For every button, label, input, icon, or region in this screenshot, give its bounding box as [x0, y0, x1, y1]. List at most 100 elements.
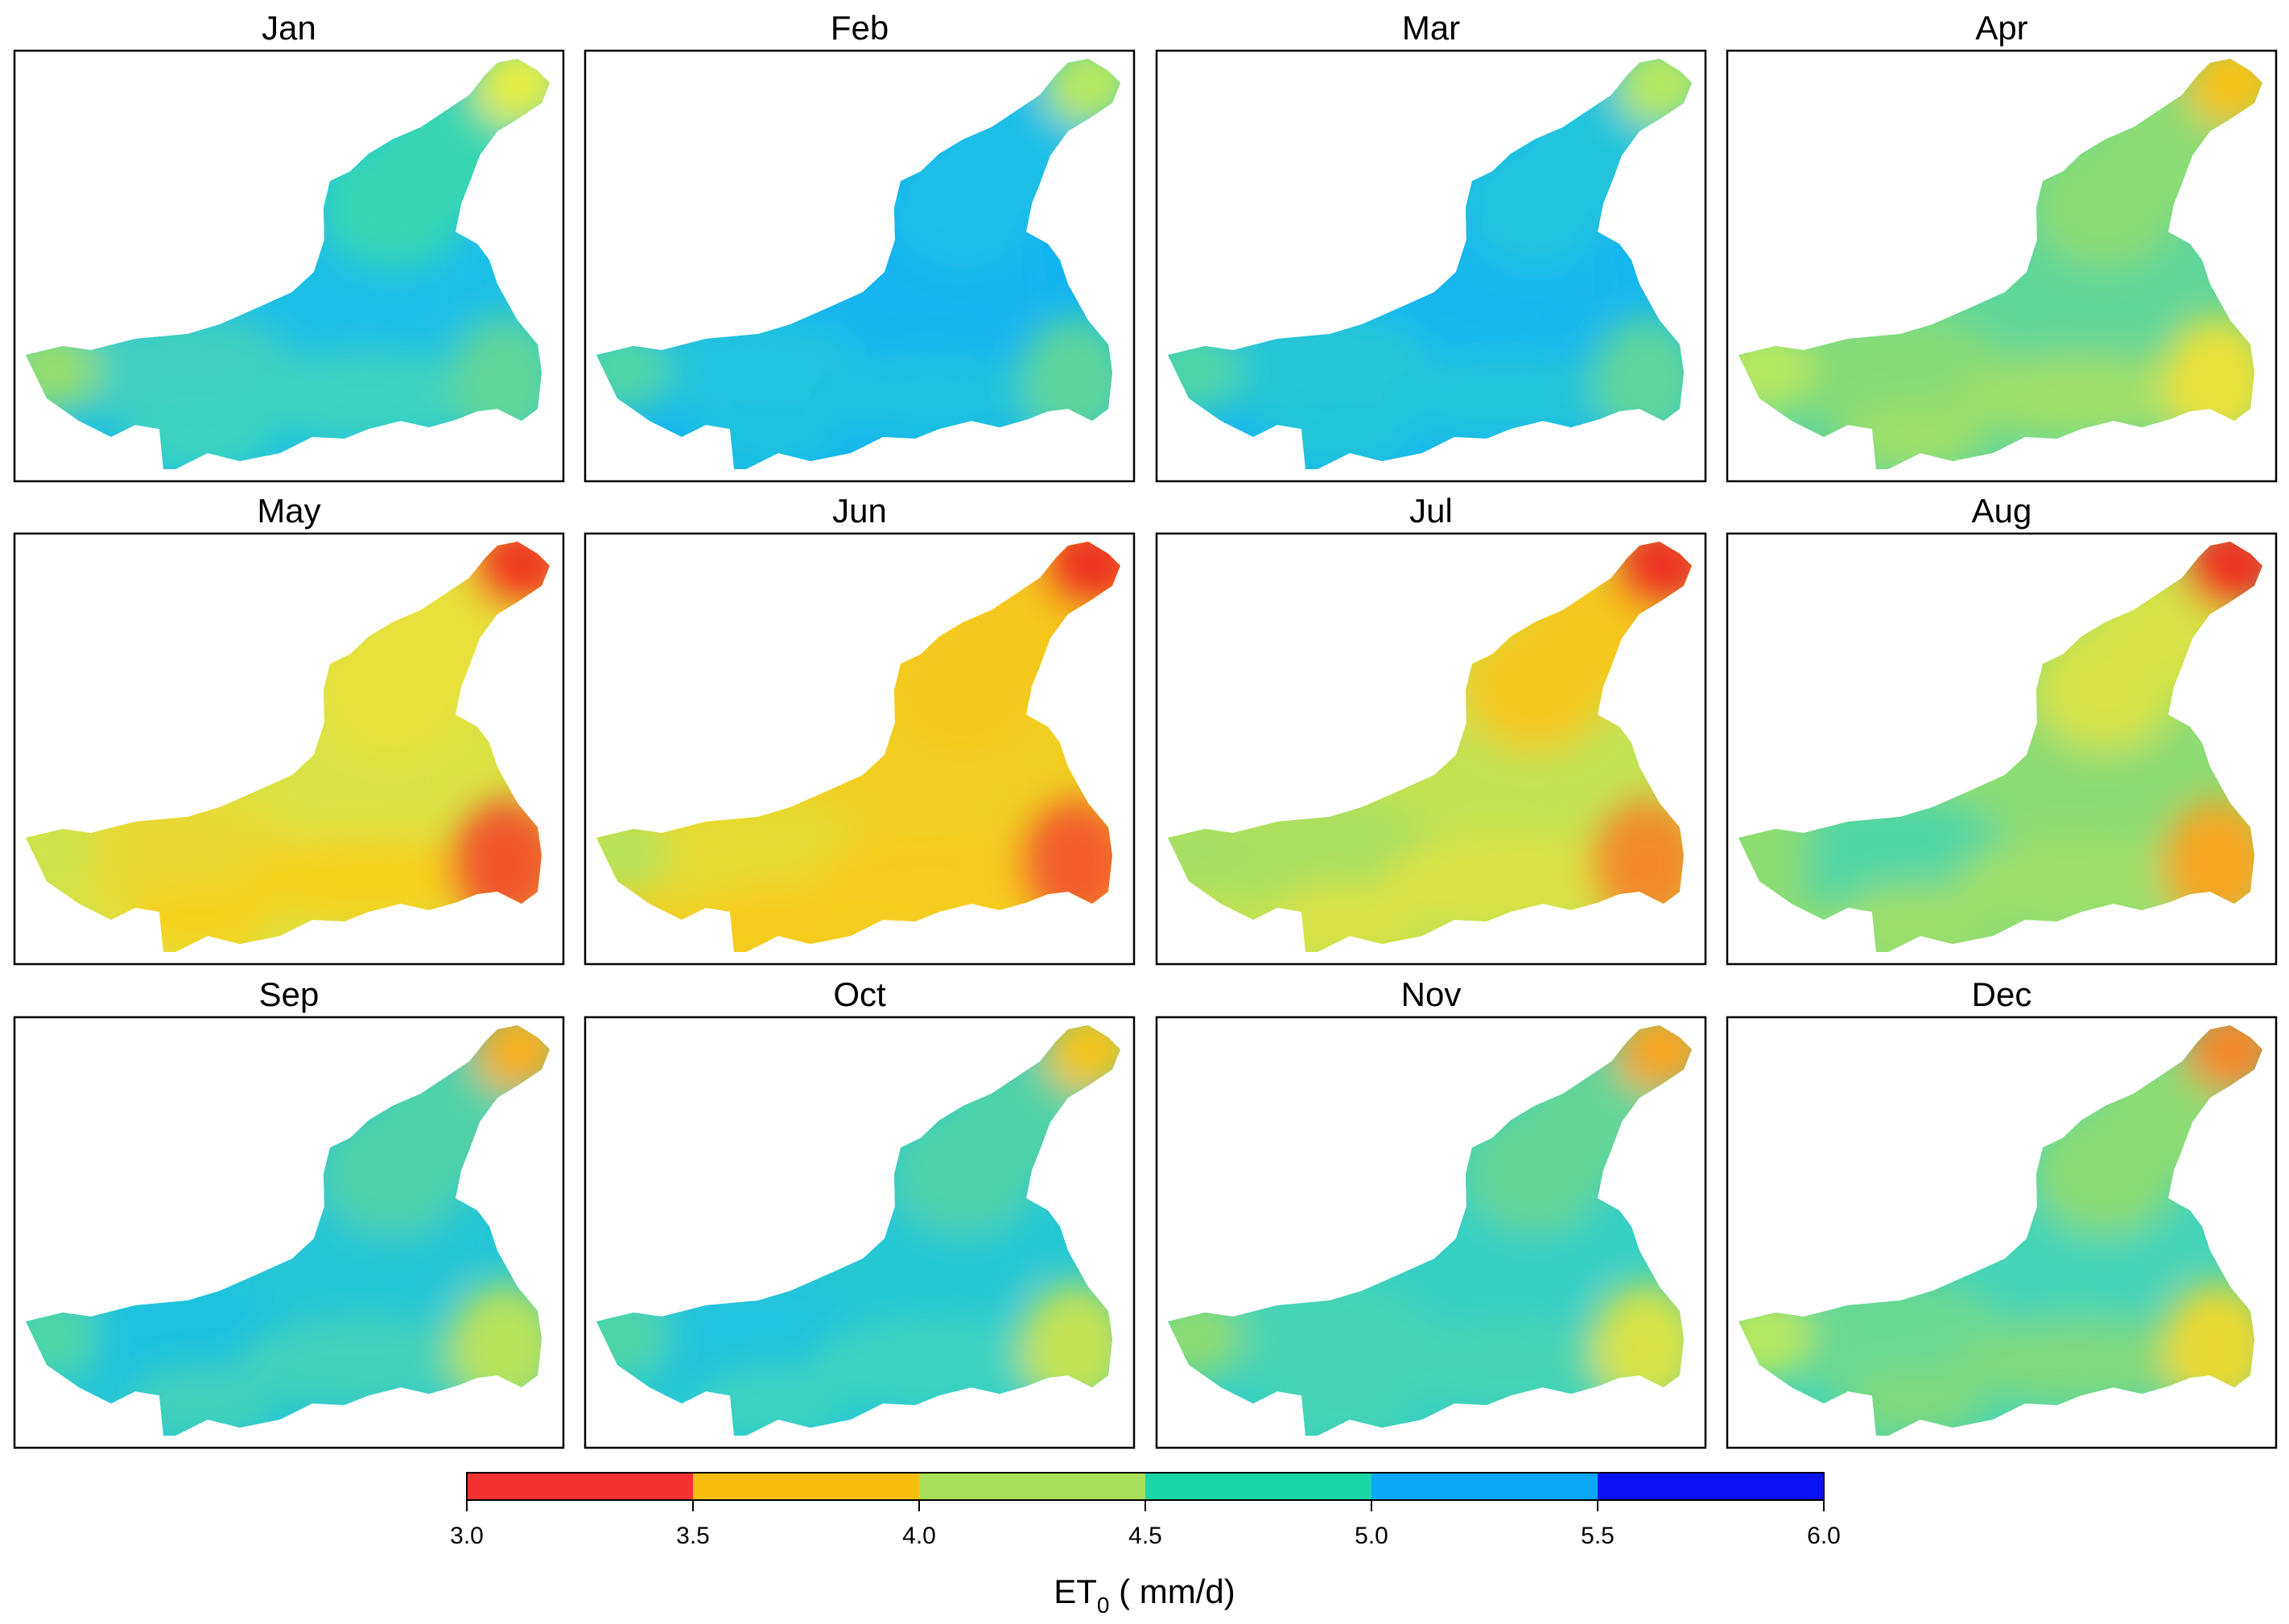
- region-se-lobe-jan: [449, 316, 550, 445]
- region-south-aug: [1953, 835, 2210, 924]
- region-west-arm-oct: [641, 1279, 867, 1399]
- region-south-mar: [1382, 352, 1639, 441]
- region-upper-arm-mar-1: [1462, 139, 1607, 268]
- region-ne-tip-aug: [2184, 542, 2262, 610]
- region-ne-tip-jun: [1042, 542, 1120, 610]
- basin-map-may: [26, 542, 550, 952]
- legend-title-subscript: 0: [1097, 1593, 1110, 1618]
- basin-map-jun: [596, 542, 1120, 952]
- region-west-arm-nov: [1213, 1279, 1438, 1399]
- region-west-tip-jul: [1168, 807, 1241, 896]
- legend-bins: [466, 1472, 1825, 1501]
- region-ne-tip-oct: [1042, 1025, 1120, 1094]
- region-west-tip-nov: [1168, 1291, 1241, 1379]
- region-se-lobe-aug: [2162, 799, 2262, 928]
- legend-tick-label-4.0: 4.0: [902, 1523, 936, 1549]
- region-west-arm-jul: [1213, 795, 1438, 916]
- map-panel-aug: Aug: [1726, 492, 2278, 966]
- panel-frame-oct: [584, 1016, 1136, 1449]
- region-ne-tip-dec: [2184, 1025, 2262, 1094]
- region-south-jul: [1382, 835, 1639, 924]
- panel-title-jul: Jul: [1409, 492, 1453, 530]
- region-upper-arm-jun-1: [891, 622, 1036, 751]
- region-south-dec: [1953, 1319, 2210, 1408]
- region-south-nov-1: [1269, 1367, 1414, 1436]
- region-south-nov: [1382, 1319, 1639, 1408]
- panel-title-may: May: [257, 492, 320, 530]
- map-panel-oct: Oct: [584, 975, 1136, 1449]
- legend-tick-label-6.0: 6.0: [1807, 1523, 1841, 1549]
- region-upper-arm-sep-1: [320, 1106, 465, 1234]
- basin-map-jul: [1168, 542, 1692, 952]
- region-west-tip-apr: [1738, 324, 1812, 413]
- legend-bin-3.0-3.5: [467, 1473, 693, 1500]
- panel-frame-aug: [1726, 532, 2278, 966]
- region-upper-arm-nov-1: [1462, 1106, 1607, 1234]
- map-panel-sep: Sep: [13, 975, 565, 1449]
- region-south-mar-1: [1269, 401, 1414, 469]
- region-se-lobe-nov: [1591, 1283, 1692, 1412]
- legend-title-main: ET: [1054, 1572, 1097, 1610]
- region-ne-tip-sep: [472, 1025, 550, 1094]
- region-west-arm-dec: [1784, 1279, 2009, 1399]
- region-south-jun: [810, 835, 1068, 924]
- panel-title-oct: Oct: [833, 975, 886, 1013]
- region-ne-tip-may: [472, 542, 550, 610]
- region-south-apr-1: [1840, 401, 1985, 469]
- region-south-jan-1: [127, 401, 272, 469]
- basin-map-sep: [26, 1025, 550, 1436]
- region-south-oct: [810, 1319, 1068, 1408]
- region-south-aug-1: [1840, 884, 1985, 952]
- region-south-dec-1: [1840, 1367, 1985, 1436]
- region-west-arm-mar: [1213, 312, 1438, 433]
- region-south-sep: [240, 1319, 497, 1408]
- region-west-arm-sep: [71, 1279, 296, 1399]
- region-west-tip-feb: [596, 324, 670, 413]
- panel-frame-feb: [584, 49, 1136, 483]
- region-west-arm-jan: [71, 312, 296, 433]
- map-panel-apr: Apr: [1726, 9, 2278, 483]
- region-se-lobe-dec: [2162, 1283, 2262, 1412]
- legend-title-unit: ( mm/d): [1109, 1572, 1235, 1610]
- map-panel-feb: Feb: [584, 9, 1136, 483]
- map-panel-may: May: [13, 492, 565, 966]
- panel-title-feb: Feb: [831, 9, 889, 47]
- basin-map-aug: [1738, 542, 2262, 952]
- region-west-arm-may: [71, 795, 296, 916]
- legend-bin-4.0-4.5: [919, 1473, 1145, 1500]
- region-south-apr: [1953, 352, 2210, 441]
- region-west-arm-apr: [1784, 312, 2009, 433]
- panel-frame-apr: [1726, 49, 2278, 483]
- region-west-arm-jun: [641, 795, 867, 916]
- region-upper-arm-aug-1: [2033, 622, 2178, 751]
- region-se-lobe-jun: [1020, 799, 1120, 928]
- legend-tick-label-3.5: 3.5: [676, 1523, 710, 1549]
- panel-title-nov: Nov: [1401, 975, 1462, 1013]
- region-upper-arm-dec-1: [2033, 1106, 2178, 1234]
- legend-bin-5.5-6.0: [1598, 1473, 1824, 1500]
- region-se-lobe-oct: [1020, 1283, 1120, 1412]
- basin-map-jan: [26, 59, 550, 469]
- region-south-jun-1: [698, 884, 843, 952]
- region-se-lobe-feb: [1020, 316, 1120, 445]
- basin-map-feb: [596, 59, 1120, 469]
- region-west-tip-dec: [1738, 1291, 1812, 1379]
- region-se-lobe-may: [449, 799, 550, 928]
- legend-tick-label-4.5: 4.5: [1128, 1523, 1162, 1549]
- map-panel-jun: Jun: [584, 492, 1136, 966]
- panel-frame-nov: [1155, 1016, 1707, 1449]
- legend-colorbar: 3.0 3.5 4.0 4.5 5.0 5.5 6.0: [450, 1472, 1841, 1549]
- region-south-may-1: [127, 884, 272, 952]
- region-south-jan: [240, 352, 497, 441]
- region-ne-tip-apr: [2184, 59, 2262, 127]
- panel-frame-dec: [1726, 1016, 2278, 1449]
- legend-bin-3.5-4.0: [693, 1473, 919, 1500]
- region-ne-tip-nov: [1614, 1025, 1692, 1094]
- region-south-jul-1: [1269, 884, 1414, 952]
- region-south-feb-1: [698, 401, 843, 469]
- panel-title-jan: Jan: [262, 9, 316, 47]
- region-ne-tip-jan: [472, 59, 550, 127]
- basin-map-oct: [596, 1025, 1120, 1436]
- region-upper-arm-may-1: [320, 622, 465, 751]
